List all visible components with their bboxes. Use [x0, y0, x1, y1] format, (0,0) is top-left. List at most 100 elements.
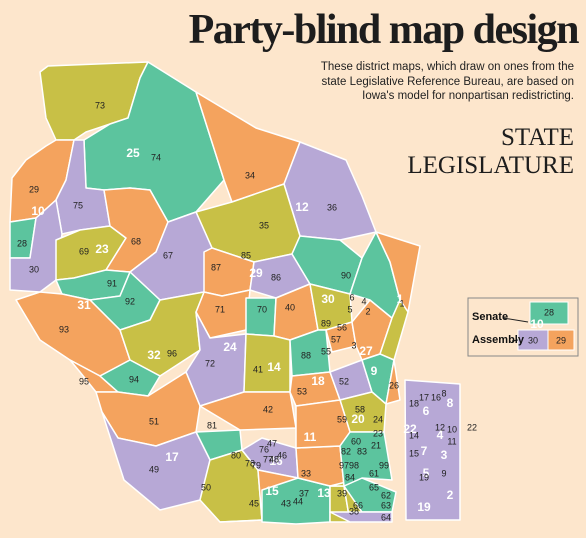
assembly-label-89: 89 [321, 318, 331, 328]
assembly-label-50: 50 [201, 482, 211, 492]
district-33[interactable] [295, 445, 345, 487]
district-38[interactable] [329, 511, 393, 523]
senate-label-32: 32 [147, 348, 161, 362]
assembly-label-14: 14 [409, 430, 419, 440]
assembly-label-11: 11 [447, 436, 456, 446]
assembly-label-46: 46 [277, 450, 287, 460]
assembly-label-3: 3 [351, 340, 356, 350]
district-26[interactable] [385, 359, 401, 405]
assembly-label-97: 97 [339, 460, 349, 470]
section-line-1: STATE [501, 124, 574, 151]
assembly-label-19: 19 [419, 472, 429, 482]
assembly-label-56: 56 [337, 322, 347, 332]
senate-label-18: 18 [311, 374, 325, 388]
assembly-label-57: 57 [331, 334, 341, 344]
district-41[interactable] [243, 333, 291, 393]
legend-number-2: 30 [528, 335, 538, 345]
senate-label-29: 29 [249, 266, 263, 280]
assembly-label-62: 62 [381, 490, 391, 500]
section-heading: STATE LEGISLATURE [407, 124, 574, 180]
assembly-label-95: 95 [79, 376, 89, 386]
senate-label-9: 9 [371, 364, 378, 378]
assembly-label-77: 77 [263, 454, 273, 464]
assembly-label-33: 33 [301, 468, 311, 478]
assembly-label-51: 51 [149, 416, 159, 426]
assembly-label-98: 98 [349, 460, 359, 470]
assembly-label-8: 8 [441, 388, 446, 398]
assembly-label-4: 4 [361, 296, 366, 306]
senate-label-15: 15 [265, 484, 279, 498]
senate-label-7: 7 [421, 444, 428, 458]
senate-label-25: 25 [126, 146, 140, 160]
district-30[interactable] [9, 199, 63, 293]
assembly-label-40: 40 [285, 302, 295, 312]
legend-assembly-label: Assembly [472, 334, 524, 346]
assembly-label-26: 26 [389, 380, 399, 390]
assembly-label-34: 34 [245, 170, 255, 180]
assembly-label-64: 64 [381, 512, 391, 522]
assembly-label-68: 68 [131, 236, 141, 246]
assembly-label-75: 75 [73, 200, 83, 210]
senate-label-4: 4 [437, 428, 444, 442]
legend-district-29 [547, 329, 575, 351]
assembly-label-61: 61 [369, 468, 379, 478]
assembly-label-42: 42 [263, 404, 273, 414]
assembly-label-9: 9 [441, 468, 446, 478]
assembly-label-60: 60 [351, 436, 361, 446]
assembly-label-44: 44 [293, 496, 303, 506]
assembly-label-30: 30 [29, 264, 39, 274]
assembly-label-92: 92 [125, 296, 135, 306]
assembly-label-86: 86 [271, 272, 281, 282]
assembly-label-93: 93 [59, 324, 69, 334]
senate-label-22: 22 [403, 422, 417, 436]
assembly-label-28: 28 [17, 238, 27, 248]
senate-label-23: 23 [95, 242, 109, 256]
assembly-label-48: 48 [269, 454, 279, 464]
district-94[interactable] [99, 359, 161, 397]
senate-label-2: 2 [447, 488, 454, 502]
assembly-label-63: 63 [381, 500, 391, 510]
assembly-label-45: 45 [249, 498, 259, 508]
assembly-label-76: 76 [259, 444, 269, 454]
assembly-label-65: 65 [369, 482, 379, 492]
assembly-label-91: 91 [107, 278, 117, 288]
assembly-label-36: 36 [327, 202, 337, 212]
assembly-label-94: 94 [129, 374, 139, 384]
senate-label-24: 24 [223, 340, 237, 354]
assembly-label-74: 74 [151, 152, 161, 162]
district-36[interactable] [283, 141, 377, 241]
senate-label-19: 19 [417, 500, 431, 514]
legend-number-3: 29 [556, 335, 566, 345]
inset-milwaukee[interactable] [404, 379, 461, 521]
assembly-label-96: 96 [167, 348, 177, 358]
assembly-label-69: 69 [79, 246, 89, 256]
assembly-label-84: 84 [345, 472, 355, 482]
senate-label-3: 3 [441, 448, 448, 462]
assembly-label-41: 41 [253, 364, 263, 374]
assembly-label-38: 38 [349, 506, 359, 516]
assembly-label-85: 85 [241, 250, 251, 260]
senate-label-11: 11 [304, 430, 317, 444]
assembly-label-70: 70 [257, 304, 267, 314]
assembly-label-53: 53 [297, 386, 307, 396]
assembly-label-22: 22 [467, 422, 477, 432]
assembly-label-5: 5 [347, 304, 352, 314]
senate-label-5: 5 [423, 466, 430, 480]
assembly-label-52: 52 [339, 376, 349, 386]
senate-label-14: 14 [267, 360, 281, 374]
district-88[interactable] [289, 329, 331, 377]
district-60[interactable] [339, 431, 393, 487]
assembly-label-66: 66 [353, 500, 363, 510]
page-title: Party-blind map design [188, 7, 580, 53]
assembly-label-37: 37 [299, 488, 309, 498]
senate-label-13: 13 [317, 486, 331, 500]
assembly-label-17: 17 [419, 392, 429, 402]
legend-number-1: 28 [544, 307, 554, 317]
section-line-2: LEGISLATURE [407, 152, 574, 179]
district-42[interactable] [199, 391, 297, 431]
senate-label-31: 31 [77, 298, 91, 312]
assembly-label-99: 99 [379, 460, 389, 470]
senate-label-16: 16 [269, 454, 283, 468]
assembly-label-49: 49 [149, 464, 159, 474]
assembly-label-15: 15 [409, 448, 419, 458]
